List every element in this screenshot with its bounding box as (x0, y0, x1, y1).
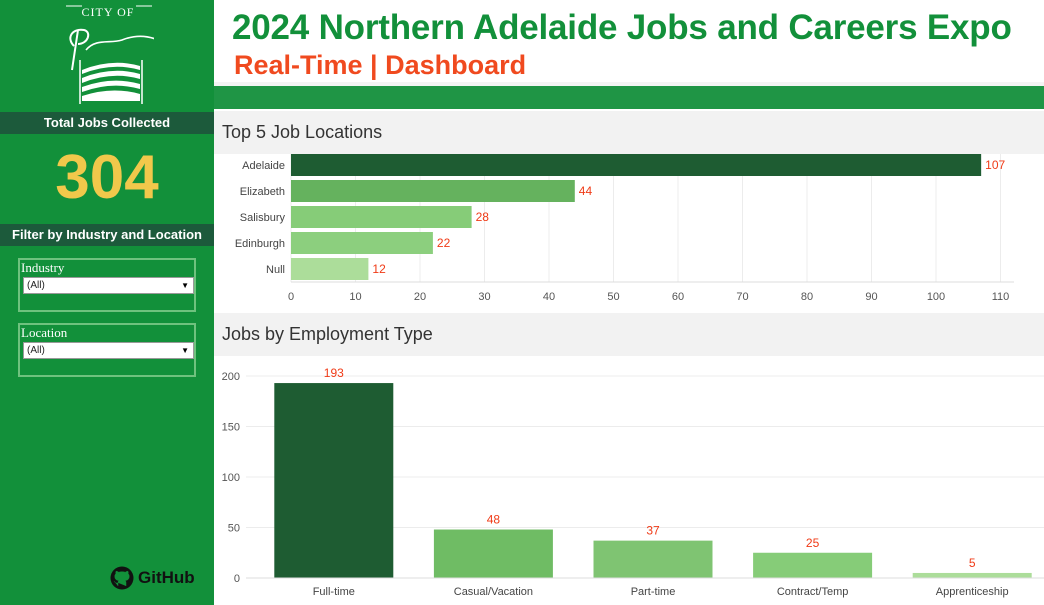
employment-bar (593, 540, 713, 578)
total-jobs-value: 304 (55, 143, 159, 212)
header-divider (214, 82, 1044, 86)
x-tick-label: 40 (543, 291, 555, 303)
locations-chart: 0 10 20 30 40 50 60 70 80 90 100 110 Adelaide 107 Eliz… (214, 154, 1044, 306)
employment-bar (753, 552, 873, 578)
employment-chart-svg: 0 50 100 150 200 193 Full-time 48 Casual/Vacatio… (222, 366, 1044, 598)
header-green-bar (214, 86, 1044, 109)
total-jobs-label: Total Jobs Collected (0, 112, 214, 134)
sidebar: CITY OF Total Jobs Collected 304 Filter … (0, 0, 214, 605)
github-label: GitHub (138, 568, 195, 587)
location-filter-label: Location (21, 325, 68, 340)
data-label: 44 (579, 184, 593, 198)
github-icon (110, 566, 134, 590)
filter-heading: Filter by Industry and Location (0, 224, 214, 246)
x-tick-label: 60 (672, 291, 684, 303)
location-bar (291, 232, 433, 254)
category-label: Edinburgh (235, 238, 285, 250)
y-tick-label: 200 (222, 371, 240, 383)
category-label: Null (266, 264, 285, 276)
data-label: 48 (487, 513, 501, 527)
data-label: 5 (969, 556, 976, 570)
locations-chart-title: Top 5 Job Locations (214, 111, 1044, 154)
x-tick-label: 80 (801, 291, 813, 303)
industry-select-value: (All) (27, 280, 45, 291)
x-tick-label: 30 (478, 291, 490, 303)
employment-chart: 0 50 100 150 200 193 Full-time 48 Casual/Vacatio… (214, 356, 1044, 605)
category-label: Full-time (313, 586, 355, 598)
y-tick-label: 150 (222, 422, 240, 434)
location-bar (291, 154, 982, 176)
data-label: 107 (985, 158, 1005, 172)
employment-bar (912, 572, 1032, 578)
category-label: Adelaide (242, 160, 285, 172)
dropdown-caret-icon: ▼ (181, 346, 189, 355)
y-tick-label: 0 (234, 573, 240, 585)
x-tick-label: 100 (927, 291, 945, 303)
category-label: Elizabeth (240, 186, 285, 198)
page-title: 2024 Northern Adelaide Jobs and Careers … (232, 8, 1012, 47)
category-label: Part-time (631, 586, 676, 598)
data-label: 25 (806, 536, 820, 550)
github-link[interactable]: GitHub (110, 565, 195, 591)
employment-bar (433, 529, 553, 578)
employment-bar (274, 383, 394, 578)
logo-top-text: CITY OF (81, 5, 135, 19)
data-label: 22 (437, 236, 451, 250)
category-label: Contract/Temp (777, 586, 849, 598)
x-tick-label: 90 (865, 291, 877, 303)
location-bar (291, 180, 575, 202)
industry-filter-label: Industry (21, 260, 65, 275)
data-label: 28 (476, 210, 490, 224)
category-label: Apprenticeship (936, 586, 1009, 598)
x-tick-label: 10 (349, 291, 361, 303)
x-tick-label: 0 (288, 291, 294, 303)
data-label: 37 (646, 524, 660, 538)
city-of-playford-logo: CITY OF (62, 0, 154, 108)
industry-select[interactable]: (All) ▼ (23, 277, 194, 294)
location-bar (291, 258, 369, 280)
data-label: 12 (372, 262, 386, 276)
x-tick-label: 70 (736, 291, 748, 303)
category-label: Casual/Vacation (454, 586, 533, 598)
page-subtitle: Real-Time | Dashboard (234, 50, 527, 80)
location-filter: Location (All) ▼ (18, 323, 196, 377)
employment-chart-title: Jobs by Employment Type (214, 313, 1044, 356)
industry-filter: Industry (All) ▼ (18, 258, 196, 312)
x-tick-label: 50 (607, 291, 619, 303)
location-bar (291, 206, 472, 228)
location-select[interactable]: (All) ▼ (23, 342, 194, 359)
x-tick-label: 110 (992, 291, 1010, 303)
y-tick-label: 100 (222, 472, 240, 484)
category-label: Salisbury (240, 212, 286, 224)
playford-logo-graphic (66, 5, 154, 104)
location-select-value: (All) (27, 345, 45, 356)
y-tick-label: 50 (228, 523, 240, 535)
data-label: 193 (324, 366, 344, 380)
x-tick-label: 20 (414, 291, 426, 303)
locations-chart-svg: 0 10 20 30 40 50 60 70 80 90 100 110 Adelaide 107 Eliz… (235, 154, 1014, 303)
dropdown-caret-icon: ▼ (181, 281, 189, 290)
